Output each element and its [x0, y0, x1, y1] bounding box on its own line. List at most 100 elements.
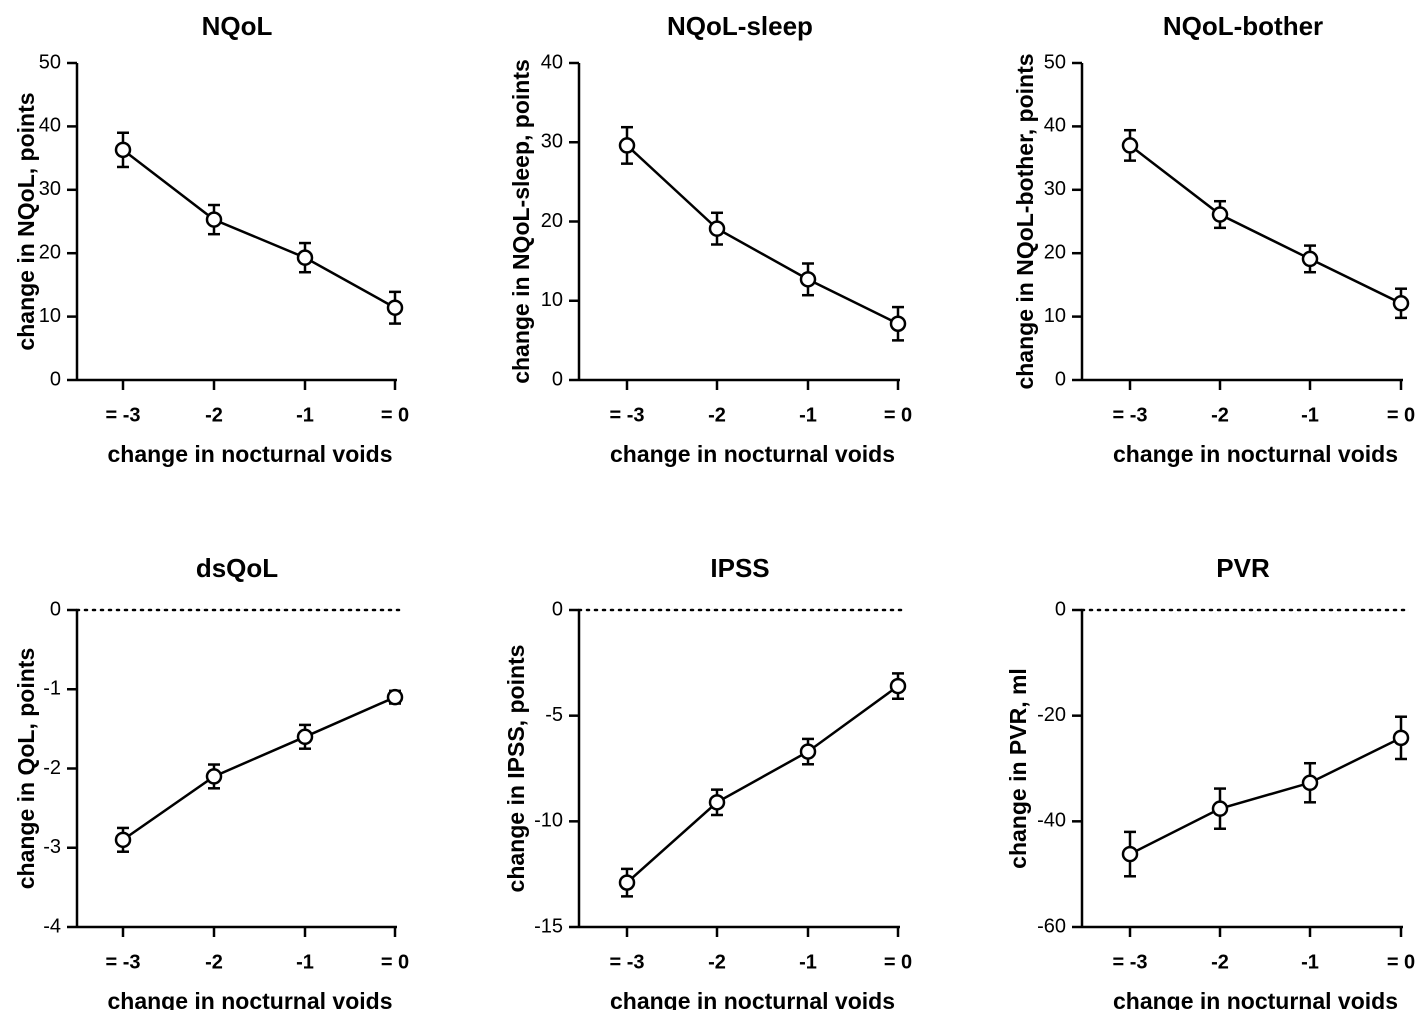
- y-tick-label: 20: [541, 210, 563, 232]
- y-tick-label: 0: [50, 598, 61, 620]
- data-point: [386, 688, 404, 706]
- chart-panel-4: dsQoL -4 -3 -2 -1 0 = -3 -2 -1 = 0 change in noctu…: [13, 553, 409, 1010]
- x-tick-label: = 0: [381, 404, 409, 426]
- y-tick-label: -15: [534, 915, 563, 937]
- data-point: [296, 728, 314, 746]
- y-tick-label: 0: [552, 598, 563, 620]
- x-tick-label: = 0: [884, 951, 912, 973]
- series-line: [122, 148, 396, 309]
- chart-title: NQoL: [202, 11, 273, 41]
- x-tick-label: = 0: [884, 404, 912, 426]
- x-axis-label: change in nocturnal voids: [1113, 988, 1398, 1010]
- chart-panel-2: NQoL-sleep 0 10 20 30 40 = -3 -2 -1 = 0 change in …: [508, 11, 912, 467]
- y-tick-label: 20: [1044, 241, 1066, 263]
- data-point: [618, 137, 636, 154]
- data-point: [708, 794, 726, 811]
- data-point: [889, 677, 907, 695]
- y-tick-label: 0: [1055, 368, 1066, 390]
- x-tick-label: -1: [799, 951, 817, 973]
- y-tick-label: 40: [39, 115, 61, 137]
- y-tick-label: 50: [39, 51, 61, 73]
- data-point: [114, 141, 132, 159]
- y-tick-label: 10: [39, 305, 61, 327]
- chart-panel-1: NQoL 0 10 20 30 40 50 = -3 -2 -1 = 0 change in noct…: [13, 11, 409, 467]
- x-axis-label: change in nocturnal voids: [108, 988, 393, 1010]
- chart-title: IPSS: [710, 553, 769, 583]
- data-point: [386, 299, 404, 316]
- chart-title: PVR: [1216, 553, 1270, 583]
- x-axis-label: change in nocturnal voids: [610, 988, 895, 1010]
- x-tick-label: = 0: [381, 951, 409, 973]
- x-tick-label: -2: [1211, 404, 1229, 426]
- y-tick-label: -3: [43, 836, 61, 858]
- y-tick-label: -4: [43, 915, 61, 937]
- x-tick-label: -1: [1301, 404, 1319, 426]
- y-axis-label: change in NQoL, points: [13, 92, 39, 350]
- y-tick-label: -40: [1037, 810, 1066, 832]
- y-axis-label: change in QoL, points: [13, 648, 39, 890]
- chart-title: NQoL-sleep: [667, 11, 813, 41]
- chart-title: dsQoL: [196, 553, 278, 583]
- y-tick-label: 0: [50, 368, 61, 390]
- x-tick-label: = -3: [1112, 951, 1147, 973]
- series-line: [1129, 736, 1402, 856]
- y-tick-label: 0: [1055, 598, 1066, 620]
- data-point: [799, 743, 817, 760]
- y-tick-label: 50: [1044, 51, 1066, 73]
- data-point: [114, 831, 132, 849]
- x-tick-label: -1: [296, 404, 314, 426]
- data-point: [205, 768, 223, 785]
- y-tick-label: 20: [39, 241, 61, 263]
- x-tick-label: -1: [296, 951, 314, 973]
- y-axis-label: change in NQoL-sleep, points: [508, 59, 534, 384]
- chart-panel-3: NQoL-bother 0 10 20 30 40 50 = -3 -2 -1 = 0 change …: [1012, 11, 1415, 467]
- x-tick-label: -2: [205, 951, 223, 973]
- x-tick-label: = -3: [105, 951, 140, 973]
- y-tick-label: 30: [39, 178, 61, 200]
- series-line: [626, 685, 899, 884]
- x-axis-label: change in nocturnal voids: [108, 441, 393, 467]
- data-point: [618, 874, 636, 891]
- y-tick-label: 40: [1044, 115, 1066, 137]
- x-tick-label: = 0: [1387, 404, 1415, 426]
- y-tick-label: 10: [1044, 305, 1066, 327]
- series-line: [626, 144, 899, 325]
- y-tick-label: 40: [541, 51, 563, 73]
- data-point: [1301, 774, 1319, 792]
- series-line: [122, 696, 396, 841]
- x-tick-label: = -3: [1112, 404, 1147, 426]
- data-point: [889, 315, 907, 332]
- x-tick-label: = -3: [609, 951, 644, 973]
- y-tick-label: -60: [1037, 915, 1066, 937]
- data-point: [1121, 137, 1139, 154]
- y-tick-label: -2: [43, 757, 61, 779]
- y-tick-label: -20: [1037, 704, 1066, 726]
- x-tick-label: -2: [708, 951, 726, 973]
- y-tick-label: -5: [545, 704, 563, 726]
- data-point: [1392, 729, 1410, 747]
- y-tick-label: 0: [552, 368, 563, 390]
- x-tick-label: = -3: [609, 404, 644, 426]
- chart-panel-5: IPSS -15 -10 -5 0 = -3 -2 -1 = 0 change in noctur…: [503, 553, 912, 1010]
- data-point: [1301, 250, 1319, 268]
- data-point: [205, 211, 223, 228]
- y-tick-label: 30: [541, 131, 563, 153]
- x-axis-label: change in nocturnal voids: [610, 441, 895, 467]
- data-point: [1392, 295, 1410, 312]
- x-tick-label: -1: [799, 404, 817, 426]
- y-axis-label: change in NQoL-bother, points: [1012, 53, 1038, 389]
- x-tick-label: -1: [1301, 951, 1319, 973]
- x-tick-label: -2: [1211, 951, 1229, 973]
- data-point: [799, 271, 817, 288]
- y-tick-label: 10: [541, 289, 563, 311]
- x-axis-label: change in nocturnal voids: [1113, 441, 1398, 467]
- y-axis-label: change in PVR, ml: [1005, 668, 1031, 869]
- x-tick-label: = 0: [1387, 951, 1415, 973]
- chart-title: NQoL-bother: [1163, 11, 1323, 41]
- data-point: [708, 220, 726, 237]
- x-tick-label: -2: [708, 404, 726, 426]
- y-tick-label: -1: [43, 678, 61, 700]
- data-point: [1211, 800, 1229, 817]
- series-line: [1129, 144, 1402, 305]
